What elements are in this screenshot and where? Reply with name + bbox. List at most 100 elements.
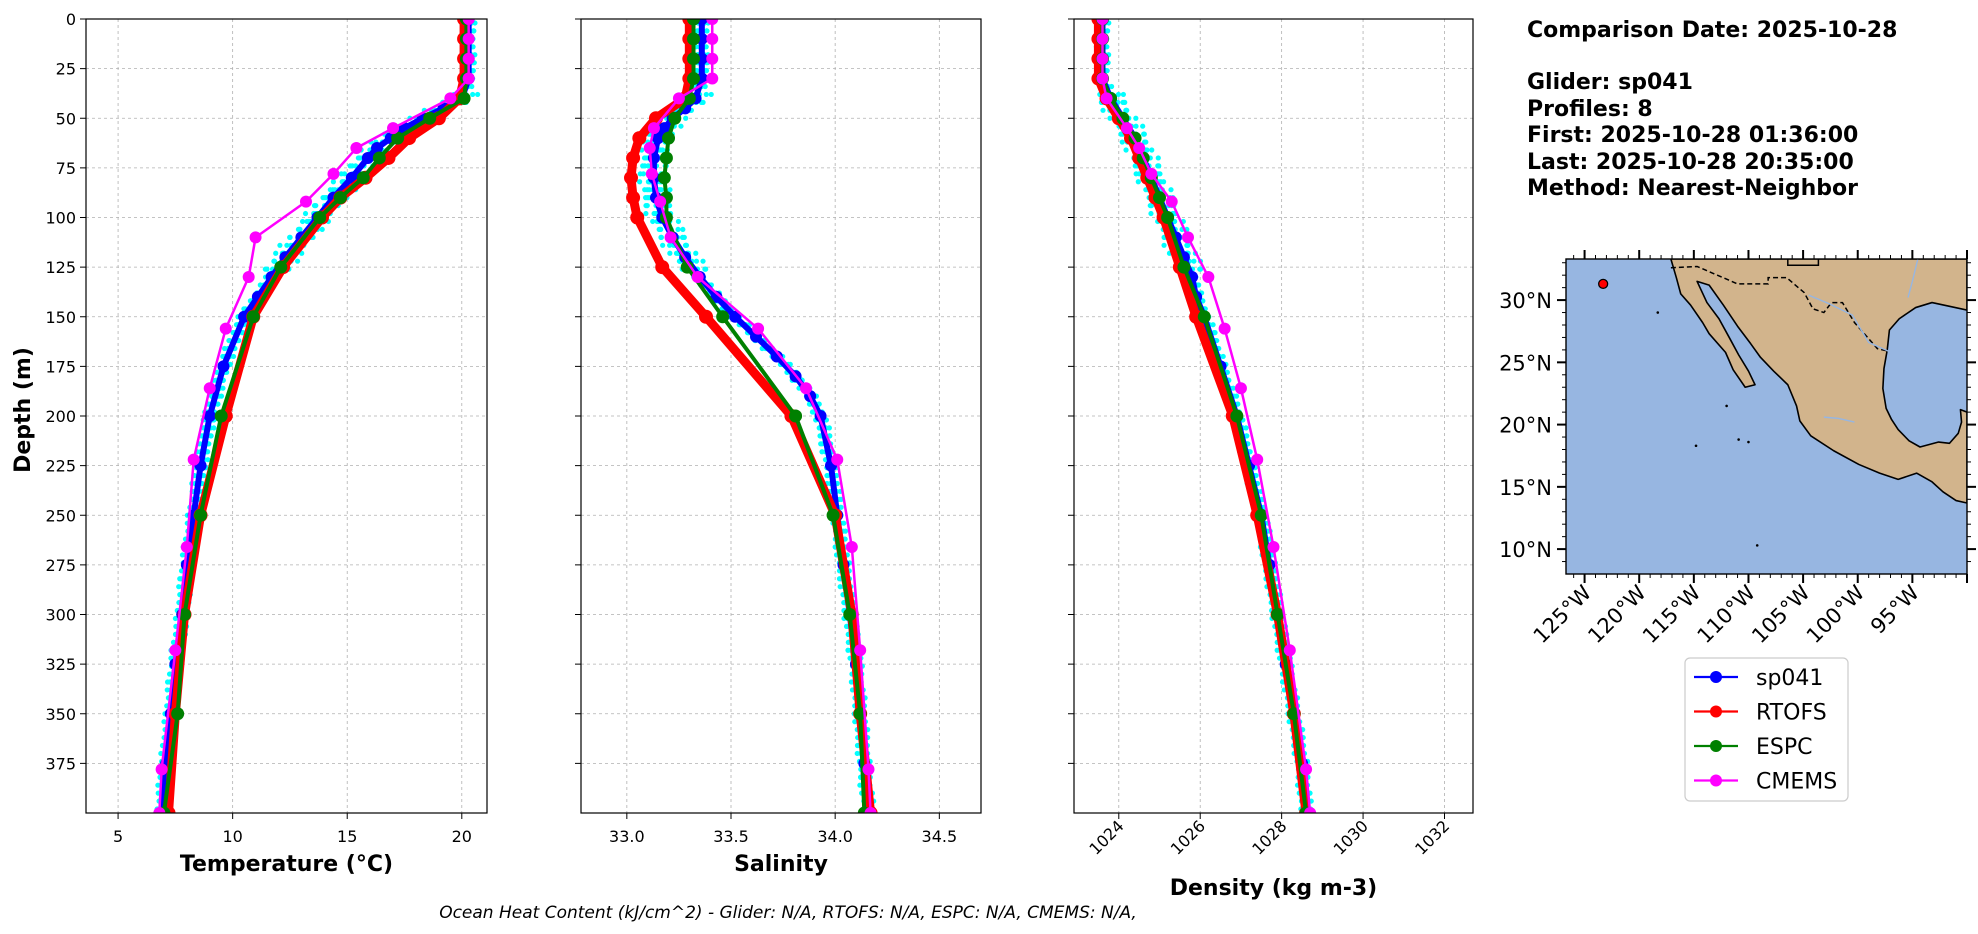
glider-location-marker xyxy=(1597,278,1609,290)
glider-profile-point xyxy=(658,187,664,193)
series-point-cmems xyxy=(219,322,232,335)
glider-profile-point xyxy=(702,266,708,272)
series-point-rtofs xyxy=(655,260,670,275)
glider-profile-point xyxy=(211,425,217,431)
location-map: 30°N 25°N 20°N 15°N 10°N 125°W120°W115°W110°W… xyxy=(1499,250,1976,648)
glider-profile-point xyxy=(208,433,214,439)
x-tick-label: 33.0 xyxy=(609,827,645,846)
series-point-sp041 xyxy=(652,132,665,145)
series-point-cmems xyxy=(706,72,719,85)
method: Method: Nearest-Neighbor xyxy=(1527,176,1858,201)
series-point-cmems xyxy=(1120,122,1133,135)
glider-profile-point xyxy=(703,91,709,98)
glider-profile-point xyxy=(176,584,182,590)
info-block: Comparison Date: 2025-10-28 Glider: sp04… xyxy=(1527,18,1897,201)
series-point-espc xyxy=(333,191,347,205)
ocean-heat-content-footer: Ocean Heat Content (kJ/cm^2) - Glider: N… xyxy=(439,903,1137,923)
glider-profile-point xyxy=(700,258,706,264)
series-point-cmems xyxy=(845,541,858,554)
y-tick-label: 175 xyxy=(45,357,76,376)
series-point-sp041 xyxy=(770,350,783,363)
glider-profile-point xyxy=(852,719,858,725)
x-tick-label: 5 xyxy=(113,827,123,846)
glider-profile-point xyxy=(675,226,681,233)
series-point-espc xyxy=(1116,111,1130,125)
series-point-cmems xyxy=(831,453,844,466)
x-tick-label: 33.5 xyxy=(713,827,749,846)
glider-profile-point xyxy=(1191,258,1197,264)
glider-profile-point xyxy=(1155,155,1161,161)
y-tick-label: 50 xyxy=(56,109,76,128)
island xyxy=(1656,311,1660,314)
x-tick-label: 1024 xyxy=(1085,816,1127,858)
series-point-espc xyxy=(843,608,857,621)
glider-profile-point xyxy=(679,234,686,240)
series-point-cmems xyxy=(350,142,363,155)
series-line-cmems xyxy=(648,19,872,813)
glider-profile-point xyxy=(284,242,290,248)
glider-profile-point xyxy=(826,425,832,431)
glider-profile-point xyxy=(704,28,710,34)
glider-profile-point xyxy=(1115,91,1122,98)
glider-profile-point xyxy=(642,155,649,161)
series-point-cmems xyxy=(706,52,719,65)
glider-profile-point xyxy=(637,179,643,185)
last-time: Last: 2025-10-28 20:35:00 xyxy=(1527,150,1854,175)
glider-profile-point xyxy=(347,163,353,169)
legend-box xyxy=(1684,657,1849,802)
map-lon-label: 100°W xyxy=(1802,580,1870,648)
series-point-espc xyxy=(1177,260,1191,274)
glider-profile-point xyxy=(1149,147,1155,153)
series-point-cmems xyxy=(203,382,216,395)
glider-profile-point xyxy=(1132,163,1138,169)
glider-profile-point xyxy=(640,163,646,169)
glider-profile-point xyxy=(1196,282,1202,288)
series-point-cmems xyxy=(854,644,867,657)
glider-profile-point xyxy=(1104,44,1110,50)
series-point-cmems xyxy=(462,19,475,25)
series-point-espc xyxy=(457,91,471,105)
series-point-sp041 xyxy=(361,151,374,164)
glider-profile-point xyxy=(1105,28,1111,34)
glider-profile-point xyxy=(1124,107,1130,113)
glider-profile-point xyxy=(658,226,664,233)
x-axis-title: Temperature (°C) xyxy=(180,852,393,877)
glider-profile-point xyxy=(341,171,348,177)
glider-profile-point xyxy=(660,242,666,248)
salinity-panel: 33.0 33.5 34.0 34.5 Salinity xyxy=(575,18,982,877)
glider-profile-point xyxy=(299,218,306,225)
y-tick-label: 275 xyxy=(45,556,76,575)
series-point-cmems xyxy=(1182,231,1194,244)
series-point-cmems xyxy=(1096,19,1109,25)
series-point-espc xyxy=(1254,508,1268,522)
legend-label: sp041 xyxy=(1756,666,1823,691)
map-lat-label: 10°N xyxy=(1499,538,1552,562)
island xyxy=(1725,404,1728,408)
y-tick-label: 250 xyxy=(45,506,76,525)
glider-profile-point xyxy=(218,393,225,399)
land xyxy=(1670,259,1967,504)
legend: sp041 RTOFS ESPC CMEMS xyxy=(1684,657,1849,802)
legend-marker xyxy=(1710,671,1722,683)
series-point-espc xyxy=(214,409,228,423)
glider-profile-point xyxy=(693,258,700,264)
series-point-espc xyxy=(657,171,671,185)
series-point-espc xyxy=(826,508,840,522)
glider-profile-point xyxy=(824,472,831,479)
glider-profile-point xyxy=(1108,83,1115,90)
glider-profile-point xyxy=(1141,131,1147,137)
y-tick-label: 150 xyxy=(45,308,76,327)
y-tick-label: 225 xyxy=(45,457,76,476)
series-cmems xyxy=(643,19,877,813)
x-axis-title: Density (kg m-3) xyxy=(1170,876,1378,901)
glider-profile-point xyxy=(666,242,673,248)
island xyxy=(1755,544,1759,547)
glider-profile-point xyxy=(667,187,673,193)
map-lon-label: 120°W xyxy=(1583,580,1651,648)
glider-profile-point xyxy=(1148,202,1155,209)
series-point-cmems xyxy=(242,271,255,284)
series-point-sp041 xyxy=(729,310,742,323)
series-point-cmems xyxy=(153,807,166,813)
series-point-cmems xyxy=(706,19,719,25)
series-point-sp041 xyxy=(371,142,384,155)
